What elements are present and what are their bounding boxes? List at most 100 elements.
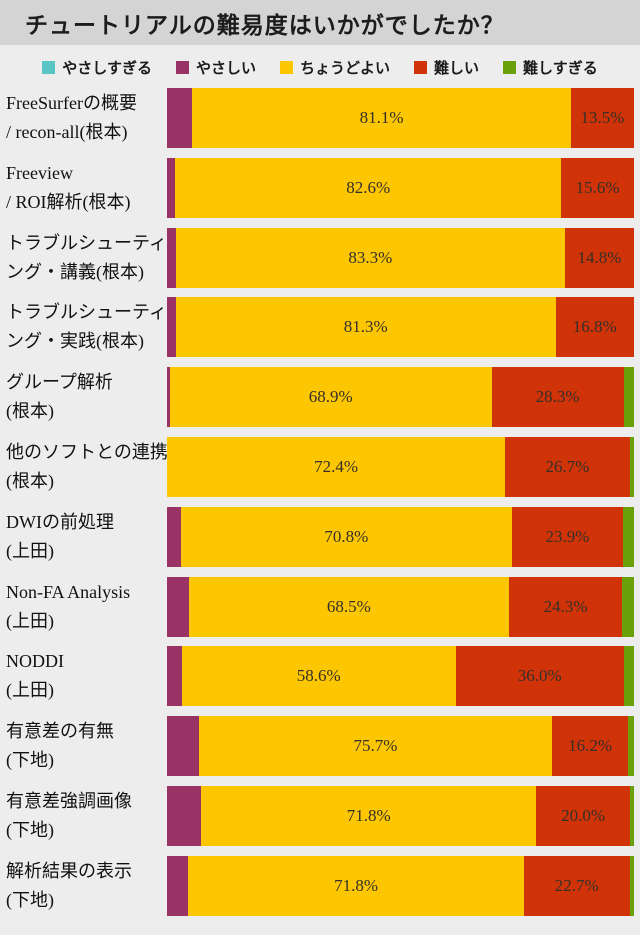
stacked-bar-chart: FreeSurferの概要 / recon-all(根本) 81.1% 13.5% Fr… xyxy=(0,88,640,916)
data-label: 82.6% xyxy=(346,177,391,197)
stacked-bar: 81.3% 16.8% xyxy=(167,297,634,358)
title-bar: チュートリアルの難易度はいかがでしたか？ xyxy=(0,0,640,45)
category-label-line: グループ解析 xyxy=(6,372,113,393)
bar-segment-difficult: 15.6% xyxy=(561,157,634,218)
bar-segment-difficult: 26.7% xyxy=(505,436,630,497)
bar-segment-difficult: 24.3% xyxy=(508,576,623,637)
category-label-line: FreeSurferの概要 xyxy=(6,93,137,113)
data-label: 26.7% xyxy=(545,456,590,476)
bar-segment-difficult: 13.5% xyxy=(570,88,634,148)
legend-item-easy: やさしい xyxy=(175,57,256,78)
bar-segment-easy xyxy=(167,88,193,148)
bar-segment-just-right: 72.4% xyxy=(167,436,506,497)
bar-segment-difficult: 16.2% xyxy=(552,716,628,777)
legend-swatch-icon xyxy=(175,60,189,74)
data-label: 22.7% xyxy=(554,875,599,895)
category-label: トラブルシューティ ング・講義(根本) xyxy=(0,228,167,288)
legend-label: やさしすぎる xyxy=(62,59,152,77)
stacked-bar: 70.8% 23.9% xyxy=(167,506,634,567)
stacked-bar: 58.6% 36.0% xyxy=(167,646,634,707)
legend-label: やさしい xyxy=(195,59,256,77)
bar-segment-too-difficult xyxy=(623,506,634,567)
stacked-bar: 75.7% 16.2% xyxy=(167,716,634,777)
category-label: 解析結果の表示 (下地) xyxy=(0,856,167,916)
category-label-line: 解析結果の表示 xyxy=(6,860,132,881)
category-label: FreeSurferの概要 / recon-all(根本) xyxy=(0,88,167,148)
data-label: 13.5% xyxy=(580,108,625,127)
category-label-line: (下地) xyxy=(6,889,54,910)
chart-row: 有意差の有無 (下地) 75.7% 16.2% xyxy=(0,716,640,777)
bar-segment-easy xyxy=(167,506,181,567)
category-label: 有意差強調画像 (下地) xyxy=(0,786,167,846)
bar-segment-difficult: 14.8% xyxy=(564,227,634,288)
category-label-line: / recon-all(根本) xyxy=(6,122,128,142)
bar-segment-difficult: 22.7% xyxy=(523,855,630,916)
bar-segment-difficult: 16.8% xyxy=(555,297,634,358)
category-label-line: トラブルシューティ xyxy=(6,302,167,323)
bar-segment-too-difficult xyxy=(627,716,634,777)
chart-row: FreeSurferの概要 / recon-all(根本) 81.1% 13.5% xyxy=(0,88,640,148)
bar-segment-easy xyxy=(167,227,176,288)
stacked-bar: 68.9% 28.3% xyxy=(167,367,634,428)
bar-segment-too-difficult xyxy=(622,576,634,637)
data-label: 71.8% xyxy=(346,805,391,825)
chart-row: NODDI (上田) 58.6% 36.0% xyxy=(0,646,640,707)
data-label: 83.3% xyxy=(348,247,393,267)
data-label: 15.6% xyxy=(575,177,620,197)
data-label: 36.0% xyxy=(517,666,562,686)
bar-segment-easy xyxy=(167,157,176,218)
data-label: 75.7% xyxy=(353,736,398,756)
category-label-line: (上田) xyxy=(6,540,54,561)
bar-segment-too-difficult xyxy=(629,785,634,846)
legend-swatch-icon xyxy=(42,60,56,74)
chart-rows: FreeSurferの概要 / recon-all(根本) 81.1% 13.5% Fr… xyxy=(0,88,640,916)
category-label-line: トラブルシューティ xyxy=(6,232,167,253)
category-label-line: ング・講義(根本) xyxy=(6,261,144,282)
legend: やさしすぎる やさしい ちょうどよい 難しい 難しすぎる xyxy=(0,45,640,85)
data-label: 81.3% xyxy=(343,317,388,337)
data-label: 70.8% xyxy=(324,526,369,546)
category-label-line: ング・実践(根本) xyxy=(6,331,144,352)
bar-segment-just-right: 81.3% xyxy=(175,297,556,358)
category-label-line: NODDI xyxy=(6,651,64,672)
data-label: 81.1% xyxy=(359,108,404,127)
bar-segment-too-difficult xyxy=(623,367,634,428)
stacked-bar: 83.3% 14.8% xyxy=(167,227,634,288)
bar-segment-just-right: 58.6% xyxy=(181,646,456,707)
chart-row: 他のソフトとの連携 (根本) 72.4% 26.7% xyxy=(0,436,640,497)
category-label-line: / ROI解析(根本) xyxy=(6,191,131,212)
category-label: Non-FA Analysis (上田) xyxy=(0,577,167,637)
category-label-line: (上田) xyxy=(6,610,54,631)
data-label: 14.8% xyxy=(577,247,622,267)
bar-segment-just-right: 68.9% xyxy=(169,367,492,428)
legend-item-just-right: ちょうどよい xyxy=(279,57,390,78)
bar-segment-just-right: 81.1% xyxy=(192,88,571,148)
stacked-bar: 72.4% 26.7% xyxy=(167,436,634,497)
category-label-line: 有意差の有無 xyxy=(6,721,114,742)
category-label: DWIの前処理 (上田) xyxy=(0,507,167,567)
chart-row: 有意差強調画像 (下地) 71.8% 20.0% xyxy=(0,785,640,846)
bar-segment-easy xyxy=(167,646,182,707)
category-label-line: (根本) xyxy=(6,470,54,491)
category-label: Freeview / ROI解析(根本) xyxy=(0,158,167,218)
bar-segment-easy xyxy=(167,785,202,846)
chart-row: Freeview / ROI解析(根本) 82.6% 15.6% xyxy=(0,157,640,218)
stacked-bar: 82.6% 15.6% xyxy=(167,157,634,218)
legend-label: ちょうどよい xyxy=(299,59,390,77)
legend-item-difficult: 難しい xyxy=(414,57,479,78)
bar-segment-difficult: 28.3% xyxy=(491,367,624,428)
bar-segment-just-right: 70.8% xyxy=(181,506,512,567)
category-label-line: Non-FA Analysis xyxy=(6,581,131,602)
data-label: 16.2% xyxy=(568,736,613,756)
data-label: 28.3% xyxy=(535,387,580,407)
category-label: NODDI (上田) xyxy=(0,646,167,706)
legend-label: 難しい xyxy=(434,59,480,77)
category-label-line: (下地) xyxy=(6,819,54,840)
stacked-bar: 68.5% 24.3% xyxy=(167,576,634,637)
bar-segment-just-right: 71.8% xyxy=(201,785,537,846)
data-label: 20.0% xyxy=(561,805,606,825)
category-label: トラブルシューティ ング・実践(根本) xyxy=(0,297,167,357)
legend-swatch-icon xyxy=(414,60,427,74)
legend-label: 難しすぎる xyxy=(523,59,598,77)
data-label: 68.9% xyxy=(308,387,353,407)
